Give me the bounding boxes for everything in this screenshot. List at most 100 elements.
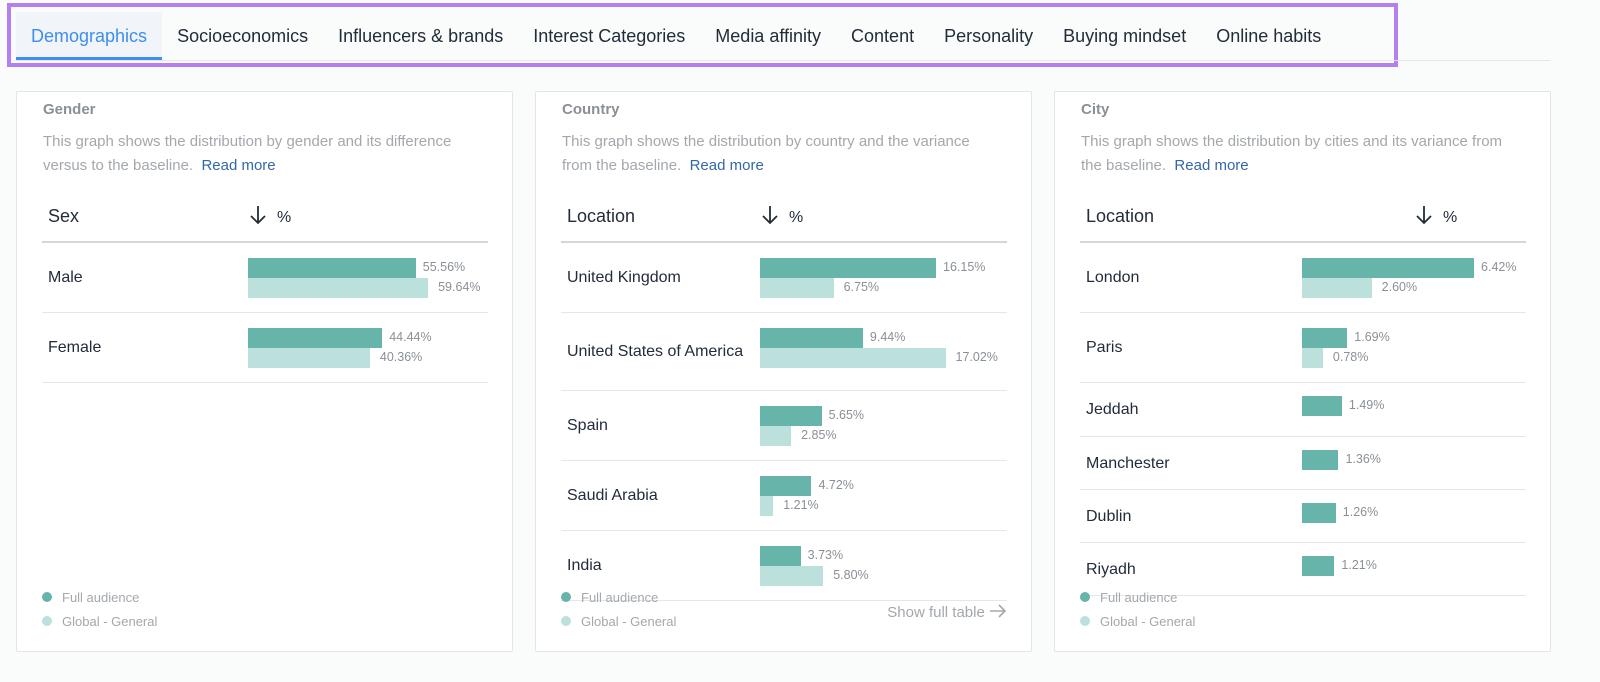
description-text: This graph shows the distribution by gen… (43, 133, 452, 174)
card-description: This graph shows the distribution by cou… (562, 130, 1002, 178)
row-label: Manchester (1086, 454, 1170, 472)
column-header-percent: % (277, 209, 292, 226)
row-bars: 5.65% 2.85% (760, 406, 864, 446)
tab-media-affinity[interactable]: Media affinity (715, 26, 822, 46)
sort-percent-button[interactable]: % (1414, 204, 1457, 227)
bar-full-audience: 9.44% (760, 328, 946, 348)
row-bars: 1.69% 0.78% (1302, 328, 1390, 368)
table-row: United Kingdom 16.15% 6.75% (561, 243, 1007, 313)
table-row: London 6.42% 2.60% (1080, 243, 1526, 313)
read-more-link[interactable]: Read more (689, 157, 764, 174)
data-table: Location % London 6.42% 2.60% Paris 1.69… (1080, 196, 1526, 596)
bar-global-general: 1.21% (760, 496, 819, 516)
value-full-audience: 44.44% (389, 330, 432, 344)
legend-full-audience: Full audience (42, 585, 157, 609)
bar-global-general: 2.60% (1302, 278, 1474, 298)
card-description: This graph shows the distribution by cit… (1081, 130, 1521, 178)
legend-label: Full audience (581, 589, 659, 605)
tab-divider (16, 60, 1550, 61)
legend-full-audience: Full audience (561, 585, 676, 609)
row-bars: 16.15% 6.75% (760, 258, 985, 298)
legend: Full audience Global - General (42, 585, 157, 633)
value-global-general: 5.80% (833, 568, 869, 582)
column-header-label: Sex (48, 206, 80, 226)
tab-interest-categories[interactable]: Interest Categories (533, 26, 686, 46)
value-global-general: 0.78% (1332, 350, 1369, 364)
bar-global-general: 0.78% (1302, 348, 1368, 368)
row-bars: 44.44% 40.36% (248, 328, 432, 368)
legend-full-audience: Full audience (1080, 585, 1195, 609)
arrow-down-icon (250, 206, 266, 225)
tab-socioeconomics[interactable]: Socioeconomics (177, 26, 309, 46)
value-full-audience: 1.21% (1341, 558, 1377, 572)
show-full-table-link[interactable]: Show full table (887, 604, 1007, 621)
legend: Full audience Global - General (1080, 585, 1195, 633)
row-label: Saudi Arabia (567, 487, 658, 504)
tab-content[interactable]: Content (851, 26, 915, 46)
card-city: City This graph shows the distribution b… (1054, 91, 1551, 652)
legend-label: Global - General (581, 613, 677, 629)
legend-global-general: Global - General (42, 609, 157, 633)
row-label: Spain (567, 417, 608, 434)
sort-percent-button[interactable]: % (248, 204, 291, 227)
legend-label: Full audience (62, 589, 140, 605)
tab-influencers-brands[interactable]: Influencers & brands (338, 26, 504, 46)
table-row: India 3.73% 5.80% (561, 531, 1007, 601)
row-bars: 1.26% (1302, 503, 1378, 523)
bar-global-general: 40.36% (248, 348, 422, 368)
value-global-general: 6.75% (843, 280, 880, 294)
tab-demographics[interactable]: Demographics (16, 12, 163, 60)
bar-global-general: 17.02% (760, 348, 998, 368)
show-full-table-label: Show full table (887, 604, 985, 621)
bar-global-general: 5.80% (760, 566, 869, 586)
value-full-audience: 4.72% (818, 478, 854, 492)
bar-full-audience: 3.73% (760, 546, 843, 566)
column-header-label: Location (1086, 206, 1155, 226)
table-row: Spain 5.65% 2.85% (561, 391, 1007, 461)
sort-percent-button[interactable]: % (760, 204, 803, 227)
tab-buying-mindset[interactable]: Buying mindset (1063, 26, 1187, 46)
card-country: Country This graph shows the distributio… (535, 91, 1032, 652)
bar-full-audience: 55.56% (248, 258, 465, 278)
dot-icon (561, 616, 571, 626)
tab-personality[interactable]: Personality (944, 26, 1034, 46)
row-bars: 1.49% (1302, 396, 1384, 416)
bar-full-audience: 4.72% (760, 476, 854, 496)
column-header-percent: % (789, 209, 804, 226)
bar-global-general: 59.64% (248, 278, 481, 298)
legend-label: Full audience (1100, 589, 1178, 605)
arrow-down-icon (762, 206, 778, 225)
value-global-general: 40.36% (379, 350, 423, 364)
arrow-right-icon (990, 604, 1007, 618)
row-label: Dublin (1086, 507, 1132, 525)
tab-bar-highlight (7, 3, 1398, 67)
read-more-link[interactable]: Read more (1174, 157, 1249, 174)
bar-full-audience: 16.15% (760, 258, 985, 278)
row-label: Paris (1086, 339, 1123, 356)
bar-full-audience: 6.42% (1302, 258, 1517, 278)
value-global-general: 1.21% (783, 498, 819, 512)
row-label: Female (48, 339, 102, 356)
tab-online-habits[interactable]: Online habits (1216, 26, 1322, 46)
table-row: Manchester 1.36% (1080, 437, 1526, 490)
table-row: Male 55.56% 59.64% (42, 243, 488, 313)
row-bars: 9.44% 17.02% (760, 328, 998, 368)
value-full-audience: 1.69% (1354, 330, 1390, 344)
row-label: Riyadh (1086, 560, 1136, 578)
value-global-general: 2.85% (801, 428, 837, 442)
read-more-link[interactable]: Read more (201, 157, 276, 174)
table-header: Location % (561, 196, 1007, 243)
bar-full-audience: 5.65% (760, 406, 864, 426)
bar-global-general: 6.75% (760, 278, 936, 298)
column-header-label: Location (567, 206, 636, 226)
dot-icon (1080, 592, 1090, 602)
dot-icon (42, 592, 52, 602)
bar-full-audience: 1.69% (1302, 328, 1390, 348)
row-bars: 3.73% 5.80% (760, 546, 869, 586)
bar-global-general: 2.85% (760, 426, 837, 446)
description-text: This graph shows the distribution by cou… (562, 133, 970, 174)
table-row: Riyadh 1.21% (1080, 543, 1526, 596)
bar-full-audience: 1.21% (1302, 556, 1377, 576)
value-global-general: 59.64% (438, 280, 481, 294)
value-global-general: 17.02% (955, 350, 998, 364)
